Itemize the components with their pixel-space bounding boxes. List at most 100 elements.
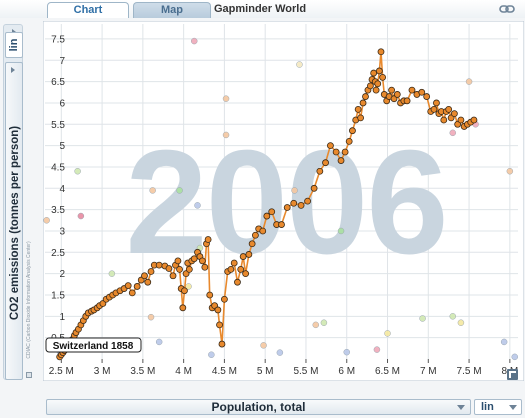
- trail-point[interactable]: [206, 291, 214, 299]
- trail-point[interactable]: [403, 97, 411, 105]
- trail-point[interactable]: [408, 86, 416, 94]
- trail-point[interactable]: [124, 282, 132, 289]
- y-indicator-dropdown[interactable]: [5, 62, 23, 380]
- trail-point[interactable]: [179, 304, 187, 312]
- trail-point[interactable]: [445, 105, 453, 113]
- trail-point[interactable]: [362, 93, 369, 100]
- trail-point[interactable]: [297, 201, 305, 209]
- country-bubble[interactable]: [260, 342, 267, 349]
- country-bubble[interactable]: [147, 313, 155, 321]
- country-bubble[interactable]: [108, 270, 116, 277]
- trail-point[interactable]: [169, 272, 177, 280]
- trail-point[interactable]: [204, 236, 212, 243]
- trail-point[interactable]: [221, 295, 228, 303]
- trail-point[interactable]: [214, 306, 222, 314]
- resize-corner-icon[interactable]: [507, 369, 518, 380]
- trail-point[interactable]: [337, 157, 345, 164]
- trail-point[interactable]: [181, 287, 188, 295]
- country-bubble[interactable]: [500, 338, 508, 346]
- trail-point[interactable]: [430, 105, 438, 113]
- country-bubble[interactable]: [419, 315, 426, 322]
- country-bubble[interactable]: [449, 129, 457, 137]
- country-bubble[interactable]: [276, 349, 284, 356]
- trail-point[interactable]: [278, 221, 285, 228]
- trail-point[interactable]: [248, 240, 256, 248]
- country-bubble[interactable]: [155, 338, 163, 346]
- trail-point[interactable]: [359, 99, 367, 107]
- tab-chart[interactable]: Chart: [47, 2, 129, 18]
- country-bubble[interactable]: [291, 187, 298, 194]
- country-bubble[interactable]: [449, 313, 457, 320]
- trail-point[interactable]: [322, 159, 329, 167]
- trail-point[interactable]: [316, 167, 324, 175]
- country-bubble[interactable]: [384, 330, 391, 337]
- country-bubble[interactable]: [373, 346, 381, 353]
- trail-point[interactable]: [237, 265, 245, 273]
- trail-point[interactable]: [174, 257, 182, 265]
- trail-point[interactable]: [141, 272, 148, 280]
- trail-point[interactable]: [190, 255, 198, 263]
- trail-point[interactable]: [185, 265, 193, 273]
- country-bubble[interactable]: [296, 61, 303, 68]
- x-scale-selector[interactable]: lin: [474, 399, 522, 415]
- country-bubble[interactable]: [176, 187, 183, 194]
- trail-point[interactable]: [227, 265, 235, 273]
- trail-point[interactable]: [310, 184, 318, 192]
- country-bubble[interactable]: [222, 95, 230, 102]
- trail-point[interactable]: [147, 268, 155, 275]
- trail-point[interactable]: [433, 99, 440, 107]
- country-bubble[interactable]: [457, 319, 465, 326]
- country-bubble[interactable]: [506, 167, 514, 175]
- trail-point[interactable]: [198, 257, 206, 265]
- trail-point[interactable]: [450, 110, 458, 118]
- trail-point[interactable]: [242, 270, 250, 278]
- country-bubble[interactable]: [194, 202, 201, 209]
- tab-map[interactable]: Map: [133, 2, 211, 18]
- trail-point[interactable]: [290, 199, 298, 207]
- country-bubble[interactable]: [511, 353, 518, 361]
- trail-point[interactable]: [345, 137, 353, 145]
- trail-point[interactable]: [218, 340, 226, 348]
- trail-point[interactable]: [216, 321, 223, 329]
- trail-point[interactable]: [155, 261, 163, 269]
- trail-point[interactable]: [268, 208, 276, 216]
- country-bubble[interactable]: [190, 37, 198, 45]
- trail-point[interactable]: [423, 93, 431, 100]
- trail-point[interactable]: [418, 88, 426, 96]
- trail-point[interactable]: [440, 116, 448, 124]
- country-bubble[interactable]: [337, 227, 345, 235]
- trail-point[interactable]: [327, 142, 334, 150]
- y-scale-selector[interactable]: lin: [5, 32, 23, 58]
- bubble-chart[interactable]: 2006 2.5 M 3 M 3.5 M 4 M 4.5 M 5 M 5.5 M 6 M 6.5…: [43, 21, 524, 381]
- trail-point[interactable]: [144, 278, 152, 286]
- country-bubble[interactable]: [77, 212, 85, 220]
- x-indicator-dropdown[interactable]: Population, total: [46, 399, 471, 415]
- trail-point[interactable]: [393, 91, 401, 98]
- country-bubble[interactable]: [312, 321, 320, 329]
- trail-point[interactable]: [341, 148, 349, 156]
- country-bubble[interactable]: [320, 319, 328, 326]
- trail-point[interactable]: [366, 82, 374, 90]
- trail-point[interactable]: [230, 259, 238, 267]
- trail-point[interactable]: [457, 116, 465, 124]
- country-bubble[interactable]: [149, 187, 156, 194]
- trail-point[interactable]: [357, 114, 365, 122]
- trail-point[interactable]: [128, 289, 136, 297]
- trail-point[interactable]: [349, 127, 356, 135]
- trail-point[interactable]: [304, 197, 311, 205]
- country-bubble[interactable]: [222, 131, 230, 139]
- trail-point[interactable]: [332, 148, 340, 156]
- trail-point[interactable]: [388, 86, 395, 94]
- trail-point[interactable]: [374, 80, 382, 88]
- trail-point[interactable]: [176, 265, 183, 273]
- country-bubble[interactable]: [74, 167, 81, 175]
- trail-point[interactable]: [201, 263, 209, 271]
- trail-point[interactable]: [370, 69, 378, 77]
- trail-point[interactable]: [379, 73, 387, 81]
- link-icon[interactable]: [499, 4, 515, 14]
- trail-point[interactable]: [470, 116, 478, 124]
- trail-point[interactable]: [263, 212, 271, 220]
- trail-point[interactable]: [372, 86, 380, 94]
- trail-point[interactable]: [234, 278, 241, 286]
- trail-point[interactable]: [165, 265, 173, 272]
